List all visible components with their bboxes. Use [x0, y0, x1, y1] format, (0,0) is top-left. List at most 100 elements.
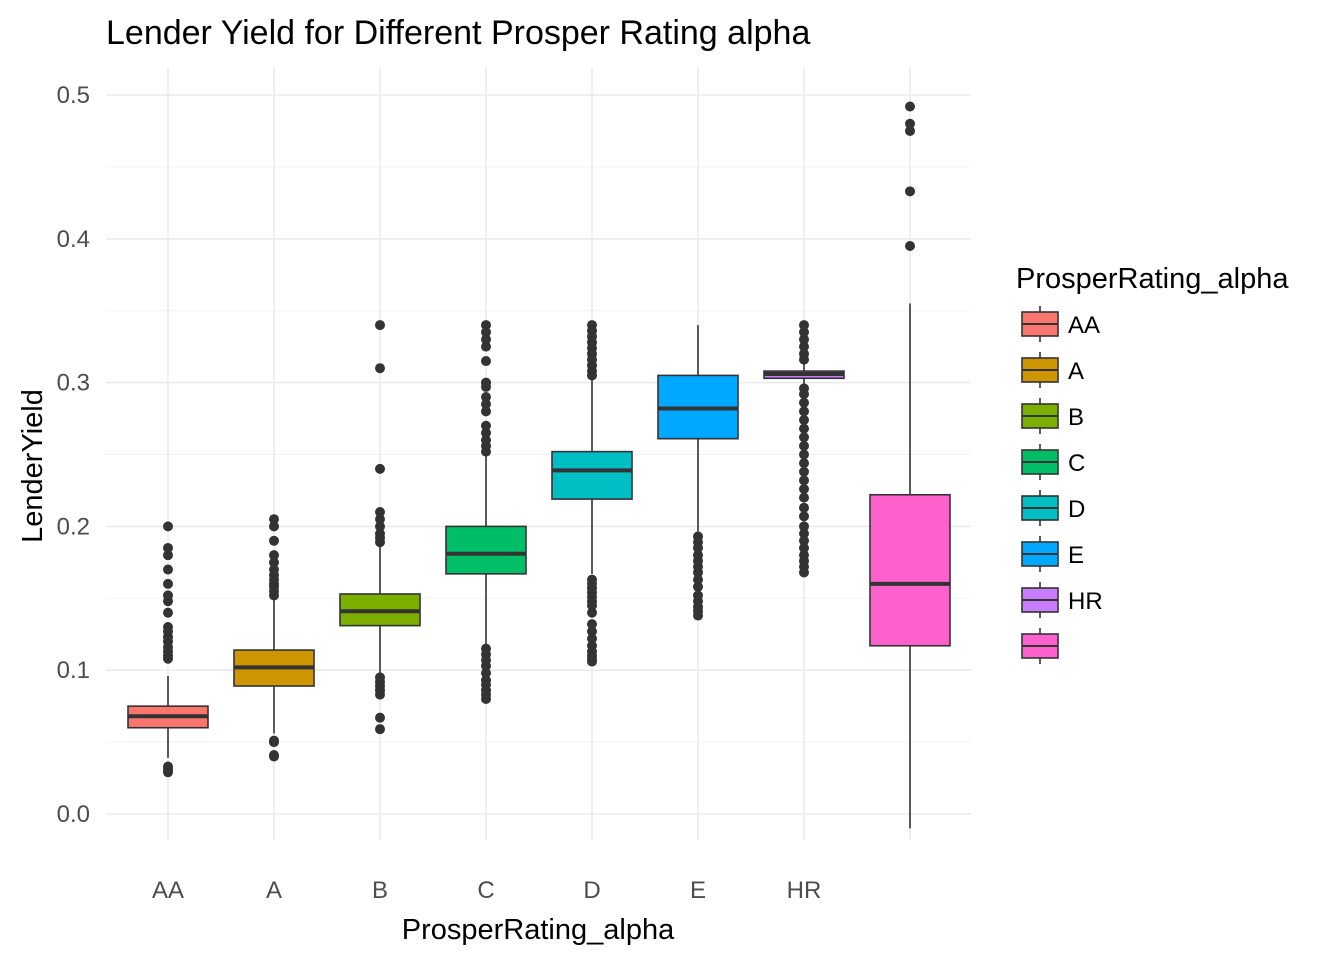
- outlier-point: [693, 574, 703, 585]
- outlier-point: [481, 427, 491, 438]
- legend-item: [1021, 628, 1059, 664]
- chart-title: Lender Yield for Different Prosper Ratin…: [106, 14, 810, 52]
- outlier-point: [905, 125, 915, 136]
- x-tick-label: B: [372, 877, 388, 904]
- outlier-point: [481, 327, 491, 338]
- outlier-point: [799, 542, 809, 553]
- legend-item: A: [1021, 352, 1084, 388]
- outlier-point: [587, 626, 597, 637]
- outlier-point: [905, 101, 915, 112]
- outlier-point: [481, 406, 491, 417]
- outlier-point: [375, 363, 385, 374]
- outlier-point: [799, 327, 809, 338]
- outlier-point: [269, 550, 279, 561]
- legend-item: D: [1021, 490, 1085, 526]
- outlier-point: [799, 414, 809, 425]
- outlier-point: [269, 514, 279, 525]
- y-axis-title: LenderYield: [17, 389, 49, 543]
- outlier-point: [905, 240, 915, 251]
- legend-label: D: [1068, 496, 1085, 523]
- outlier-point: [375, 514, 385, 525]
- outlier-point: [693, 550, 703, 561]
- outlier-point: [587, 633, 597, 644]
- y-tick-label: 0.0: [57, 801, 90, 828]
- outlier-point: [799, 484, 809, 495]
- outlier-point: [799, 449, 809, 460]
- box-B: [339, 320, 421, 735]
- legend-label: E: [1068, 542, 1084, 569]
- outlier-point: [269, 557, 279, 568]
- outlier-point: [799, 458, 809, 469]
- legend-label: A: [1068, 358, 1084, 385]
- outlier-point: [587, 574, 597, 585]
- outlier-point: [375, 320, 385, 331]
- outlier-point: [799, 320, 809, 331]
- outlier-point: [799, 550, 809, 561]
- outlier-point: [375, 528, 385, 539]
- outlier-point: [375, 712, 385, 723]
- y-tick-labels: 0.0 0.1 0.2 0.3 0.4 0.5: [57, 82, 90, 828]
- legend-item: B: [1021, 398, 1084, 434]
- outlier-point: [481, 334, 491, 345]
- box-AA: [127, 521, 209, 778]
- outlier-point: [799, 466, 809, 477]
- outlier-point: [163, 578, 173, 589]
- outlier-point: [375, 521, 385, 532]
- legend-label: HR: [1068, 588, 1103, 615]
- box-A: [233, 514, 315, 762]
- outlier-point: [269, 564, 279, 575]
- outlier-point: [481, 643, 491, 654]
- y-tick-label: 0.3: [57, 370, 90, 397]
- box-HR: [763, 320, 845, 578]
- outlier-point: [163, 521, 173, 532]
- outlier-point: [481, 320, 491, 331]
- legend-item: HR: [1021, 582, 1103, 618]
- x-tick-label: D: [583, 877, 600, 904]
- outlier-point: [799, 341, 809, 352]
- outlier-point: [269, 735, 279, 746]
- outlier-point: [163, 761, 173, 772]
- x-tick-label: A: [266, 877, 282, 904]
- outlier-point: [375, 672, 385, 683]
- outlier-point: [481, 668, 491, 679]
- outlier-point: [693, 590, 703, 601]
- box-body: [551, 450, 633, 500]
- outlier-point: [799, 475, 809, 486]
- outlier-point: [269, 750, 279, 761]
- outlier-point: [163, 590, 173, 601]
- outlier-point: [905, 118, 915, 129]
- outlier-point: [481, 391, 491, 402]
- outlier-point: [481, 341, 491, 352]
- outlier-point: [269, 535, 279, 546]
- legend-label: C: [1068, 450, 1085, 477]
- outlier-point: [163, 550, 173, 561]
- y-tick-label: 0.4: [57, 226, 90, 253]
- outlier-point: [481, 356, 491, 367]
- outlier-point: [481, 675, 491, 686]
- outlier-point: [693, 581, 703, 592]
- box-C: [445, 320, 527, 704]
- outlier-point: [905, 186, 915, 197]
- outlier-point: [481, 377, 491, 388]
- outlier-point: [799, 432, 809, 443]
- outlier-point: [799, 348, 809, 359]
- legend-title: ProsperRating_alpha: [1016, 263, 1289, 295]
- boxplot-series: [127, 101, 951, 829]
- legend-label: B: [1068, 404, 1084, 431]
- x-tick-label: AA: [152, 877, 184, 904]
- outlier-point: [587, 320, 597, 331]
- outlier-point: [587, 640, 597, 651]
- legend-item: AA: [1021, 306, 1100, 342]
- outlier-point: [587, 619, 597, 630]
- x-tick-labels: AA A B C D E HR: [152, 877, 821, 904]
- outlier-point: [799, 492, 809, 503]
- outlier-point: [799, 528, 809, 539]
- outlier-point: [799, 423, 809, 434]
- outlier-point: [163, 542, 173, 553]
- outlier-point: [481, 435, 491, 446]
- outlier-point: [799, 502, 809, 513]
